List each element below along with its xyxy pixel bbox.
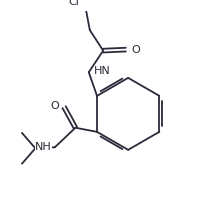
Text: NH: NH [35,142,52,152]
Text: Cl: Cl [68,0,79,7]
Text: HN: HN [94,66,110,76]
Text: O: O [130,45,139,55]
Text: O: O [50,101,59,111]
